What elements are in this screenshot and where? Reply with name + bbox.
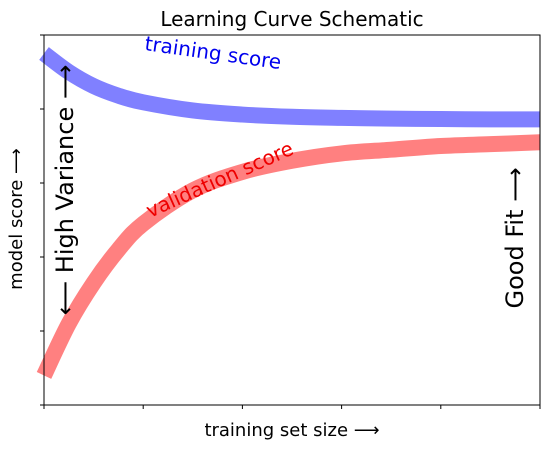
validation-score-label: validation score bbox=[142, 136, 297, 222]
series-layer bbox=[36, 47, 541, 379]
chart-title: Learning Curve Schematic bbox=[160, 7, 423, 31]
training-score-label: training score bbox=[143, 31, 283, 74]
high-variance-annotation: ⟵ High Variance ⟶ bbox=[51, 65, 79, 316]
good-fit-annotation: Good Fit ⟶ bbox=[501, 168, 529, 309]
validation-score-curve bbox=[36, 134, 541, 379]
training-score-curve bbox=[39, 47, 541, 128]
plot-frame bbox=[43, 34, 541, 406]
x-axis-label: training set size ⟶ bbox=[204, 420, 379, 441]
y-axis-label: model score ⟶ bbox=[6, 148, 27, 290]
ticks-layer bbox=[40, 34, 541, 409]
